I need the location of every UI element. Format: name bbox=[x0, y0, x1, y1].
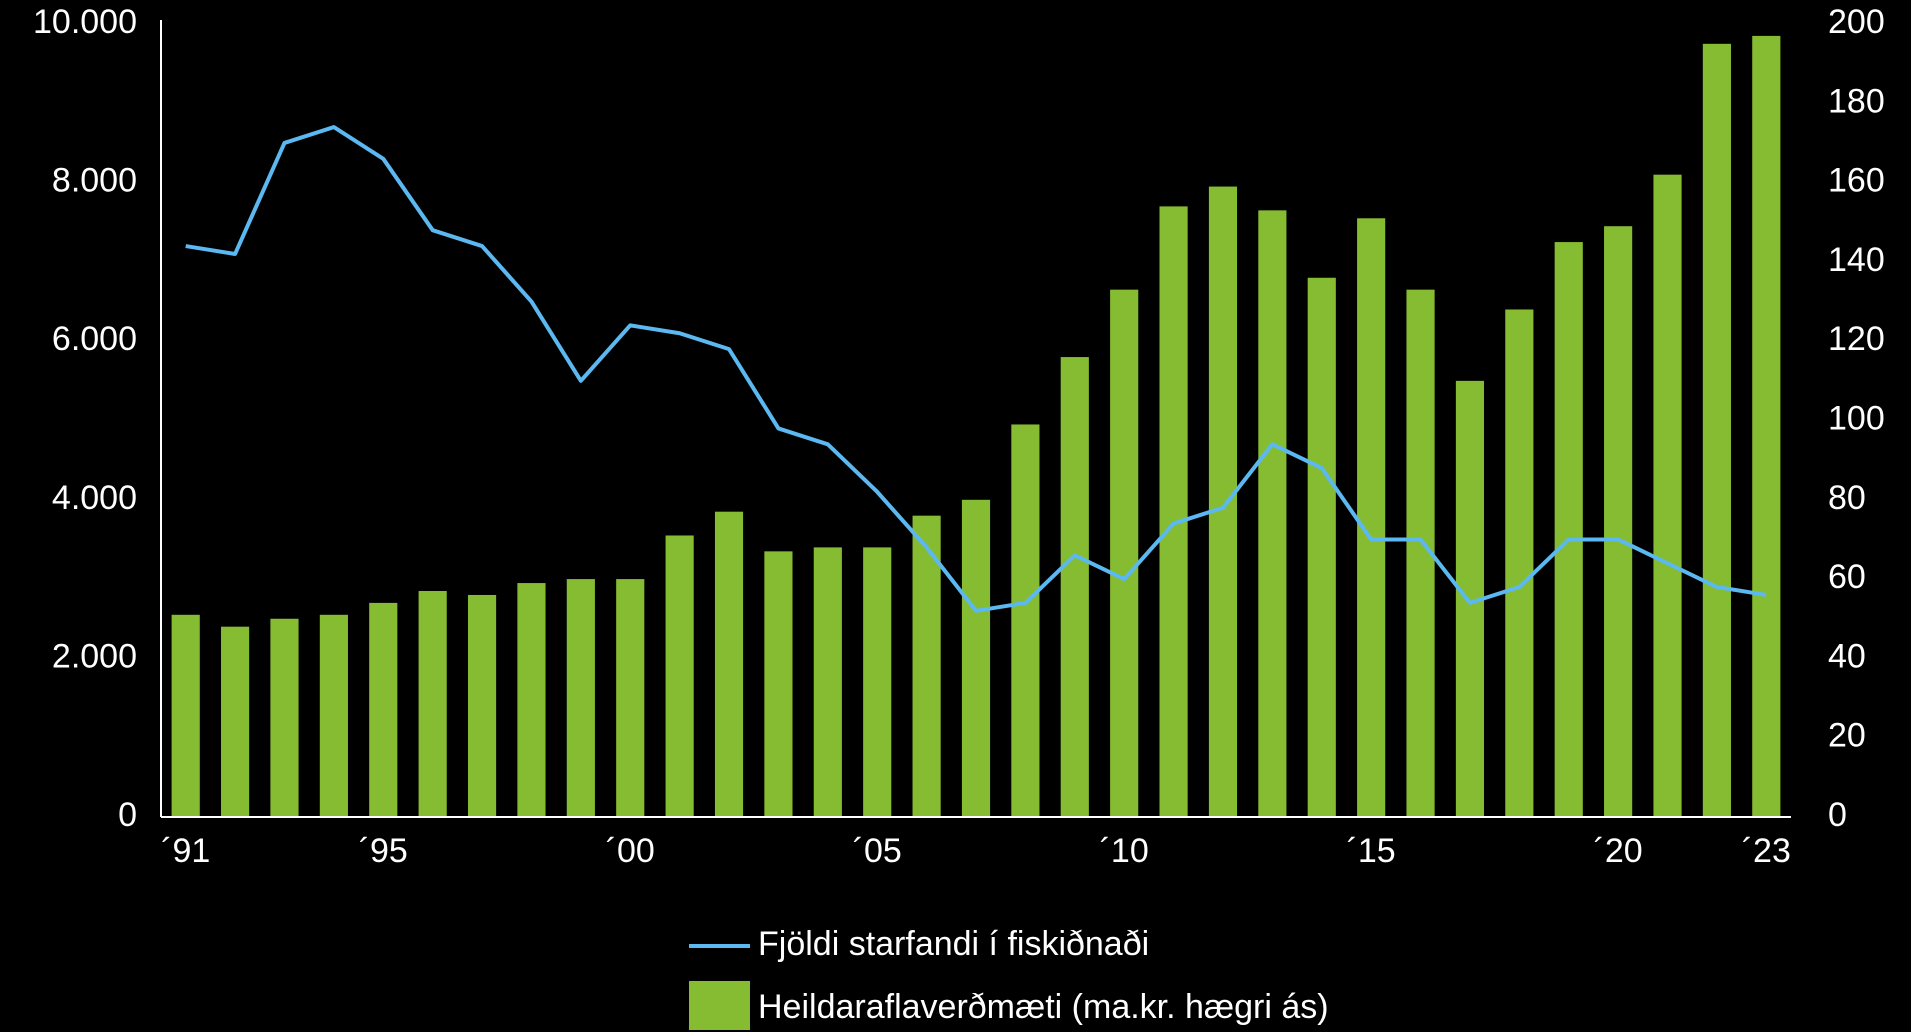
bar bbox=[468, 595, 496, 817]
bar bbox=[517, 583, 545, 817]
x-tick-label: ´10 bbox=[1100, 832, 1149, 870]
y-tick-label: 4.000 bbox=[52, 479, 137, 517]
bar bbox=[1505, 309, 1533, 817]
y-tick-label: 0 bbox=[118, 796, 137, 834]
legend-label: Fjöldi starfandi í fiskiðnaði bbox=[758, 925, 1149, 963]
bar bbox=[1357, 218, 1385, 817]
bar bbox=[814, 547, 842, 817]
x-tick-label: ´00 bbox=[606, 832, 655, 870]
y2-tick-label: 160 bbox=[1828, 162, 1885, 200]
y-tick-label: 2.000 bbox=[52, 637, 137, 675]
bar bbox=[1604, 226, 1632, 817]
y-tick-label: 6.000 bbox=[52, 320, 137, 358]
y2-tick-label: 200 bbox=[1828, 3, 1885, 41]
y2-tick-label: 60 bbox=[1828, 558, 1866, 596]
x-tick-label: ´05 bbox=[853, 832, 902, 870]
y2-tick-label: 140 bbox=[1828, 241, 1885, 279]
x-tick-label: ´95 bbox=[359, 832, 408, 870]
y-tick-label: 10.000 bbox=[33, 3, 137, 41]
bar bbox=[962, 500, 990, 817]
bar bbox=[1258, 210, 1286, 817]
bar bbox=[369, 603, 397, 817]
x-tick-label: ´23 bbox=[1742, 832, 1791, 870]
y2-tick-label: 180 bbox=[1828, 82, 1885, 120]
y-tick-label: 8.000 bbox=[52, 162, 137, 200]
bar bbox=[567, 579, 595, 817]
y2-tick-label: 100 bbox=[1828, 399, 1885, 437]
x-tick-label: ´15 bbox=[1347, 832, 1396, 870]
y2-tick-label: 40 bbox=[1828, 637, 1866, 675]
legend-swatch bbox=[689, 981, 750, 1030]
y2-tick-label: 80 bbox=[1828, 479, 1866, 517]
bar bbox=[1752, 36, 1780, 817]
page: 0 2.000 4.000 6.000 8.000 10.000 0 20 40 60 80 100 1… bbox=[0, 0, 1911, 1032]
bar bbox=[1555, 242, 1583, 817]
bar bbox=[1011, 424, 1039, 817]
bar bbox=[764, 551, 792, 817]
bar bbox=[1209, 187, 1237, 817]
bar bbox=[1061, 357, 1089, 817]
bar bbox=[1703, 44, 1731, 817]
bar bbox=[1159, 206, 1187, 817]
chart: 0 2.000 4.000 6.000 8.000 10.000 0 20 40 60 80 100 1… bbox=[0, 0, 1911, 1032]
bar bbox=[1308, 278, 1336, 817]
bar bbox=[270, 619, 298, 817]
y2-tick-label: 120 bbox=[1828, 320, 1885, 358]
y2-tick-label: 0 bbox=[1828, 796, 1847, 834]
bar bbox=[715, 512, 743, 817]
legend-label: Heildaraflaverðmæti (ma.kr. hægri ás) bbox=[758, 988, 1329, 1026]
bar bbox=[221, 627, 249, 817]
bar bbox=[666, 535, 694, 817]
bar bbox=[320, 615, 348, 817]
bar bbox=[863, 547, 891, 817]
x-tick-label: ´20 bbox=[1594, 832, 1643, 870]
bar bbox=[616, 579, 644, 817]
y2-tick-label: 20 bbox=[1828, 717, 1866, 755]
bar bbox=[1110, 290, 1138, 817]
bar bbox=[1653, 175, 1681, 817]
bar bbox=[419, 591, 447, 817]
x-tick-label: ´91 bbox=[161, 832, 210, 870]
bar bbox=[172, 615, 200, 817]
